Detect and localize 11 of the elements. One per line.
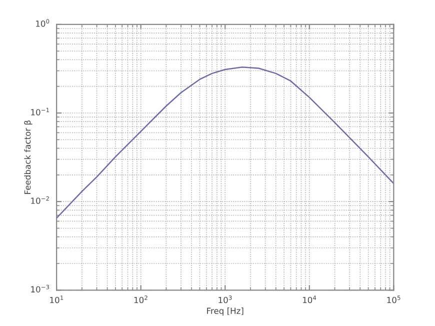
- x-tick-label: 10$^{5}$: [387, 296, 400, 304]
- y-tick-label: 10$^{−3}$: [31, 284, 50, 292]
- x-tick-label: 10$^{1}$: [50, 296, 64, 304]
- y-tick-label: 10$^{0}$: [36, 19, 50, 27]
- x-tick-label: 10$^{2}$: [134, 296, 148, 304]
- y-tick-label: 10$^{−1}$: [31, 108, 49, 116]
- x-tick-label: 10$^{4}$: [302, 296, 316, 304]
- x-axis-title: Freq [Hz]: [207, 308, 244, 316]
- x-tick-label: 10$^{3}$: [218, 296, 232, 304]
- y-axis-title: Feedback factor β: [24, 120, 32, 194]
- y-tick-label: 10$^{−2}$: [31, 196, 49, 204]
